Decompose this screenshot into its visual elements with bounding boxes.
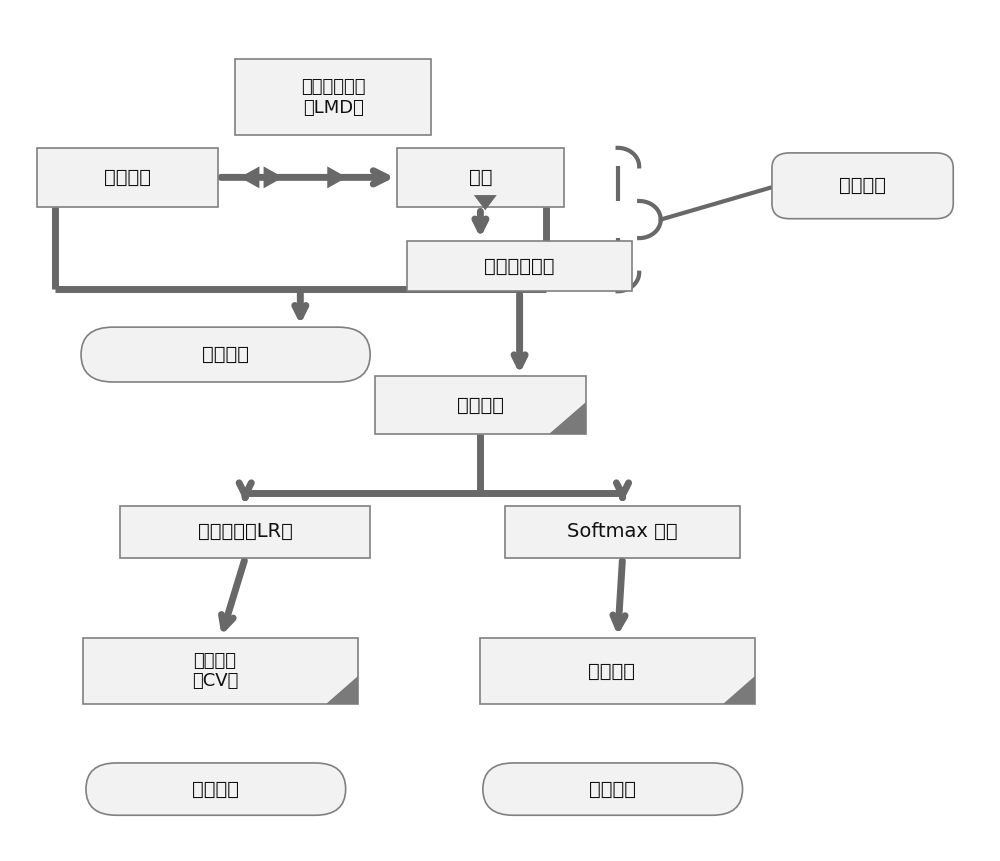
Text: 特征提取: 特征提取 (202, 345, 249, 364)
Polygon shape (326, 676, 358, 704)
Text: 健康评估: 健康评估 (192, 779, 239, 799)
FancyBboxPatch shape (86, 763, 346, 815)
FancyBboxPatch shape (375, 376, 586, 434)
FancyBboxPatch shape (397, 148, 564, 207)
FancyBboxPatch shape (772, 153, 953, 219)
FancyBboxPatch shape (37, 148, 218, 207)
Text: 故障诊断: 故障诊断 (589, 779, 636, 799)
Text: 原始信号: 原始信号 (104, 168, 151, 187)
Polygon shape (327, 166, 347, 189)
Text: 健康状态
（CV）: 健康状态 （CV） (192, 652, 238, 691)
FancyBboxPatch shape (483, 763, 743, 815)
FancyBboxPatch shape (235, 59, 431, 135)
FancyBboxPatch shape (407, 241, 632, 291)
Text: Softmax 回归: Softmax 回归 (567, 523, 678, 542)
Polygon shape (474, 195, 497, 210)
Polygon shape (549, 402, 586, 434)
Polygon shape (723, 676, 755, 704)
Text: 特征约简: 特征约简 (839, 177, 886, 195)
Text: 特征选择: 特征选择 (457, 396, 504, 415)
FancyBboxPatch shape (81, 327, 370, 382)
FancyBboxPatch shape (83, 638, 358, 704)
Text: 多维尺度分析: 多维尺度分析 (484, 257, 555, 276)
Text: 故障分类: 故障分类 (588, 661, 635, 680)
Text: 局部均值分解
（LMD）: 局部均值分解 （LMD） (301, 77, 366, 116)
Polygon shape (240, 166, 259, 189)
Text: 特征: 特征 (469, 168, 492, 187)
FancyBboxPatch shape (120, 505, 370, 558)
FancyBboxPatch shape (505, 505, 740, 558)
FancyBboxPatch shape (480, 638, 755, 704)
Text: 逻辑回归（LR）: 逻辑回归（LR） (198, 523, 293, 542)
Polygon shape (264, 166, 283, 189)
